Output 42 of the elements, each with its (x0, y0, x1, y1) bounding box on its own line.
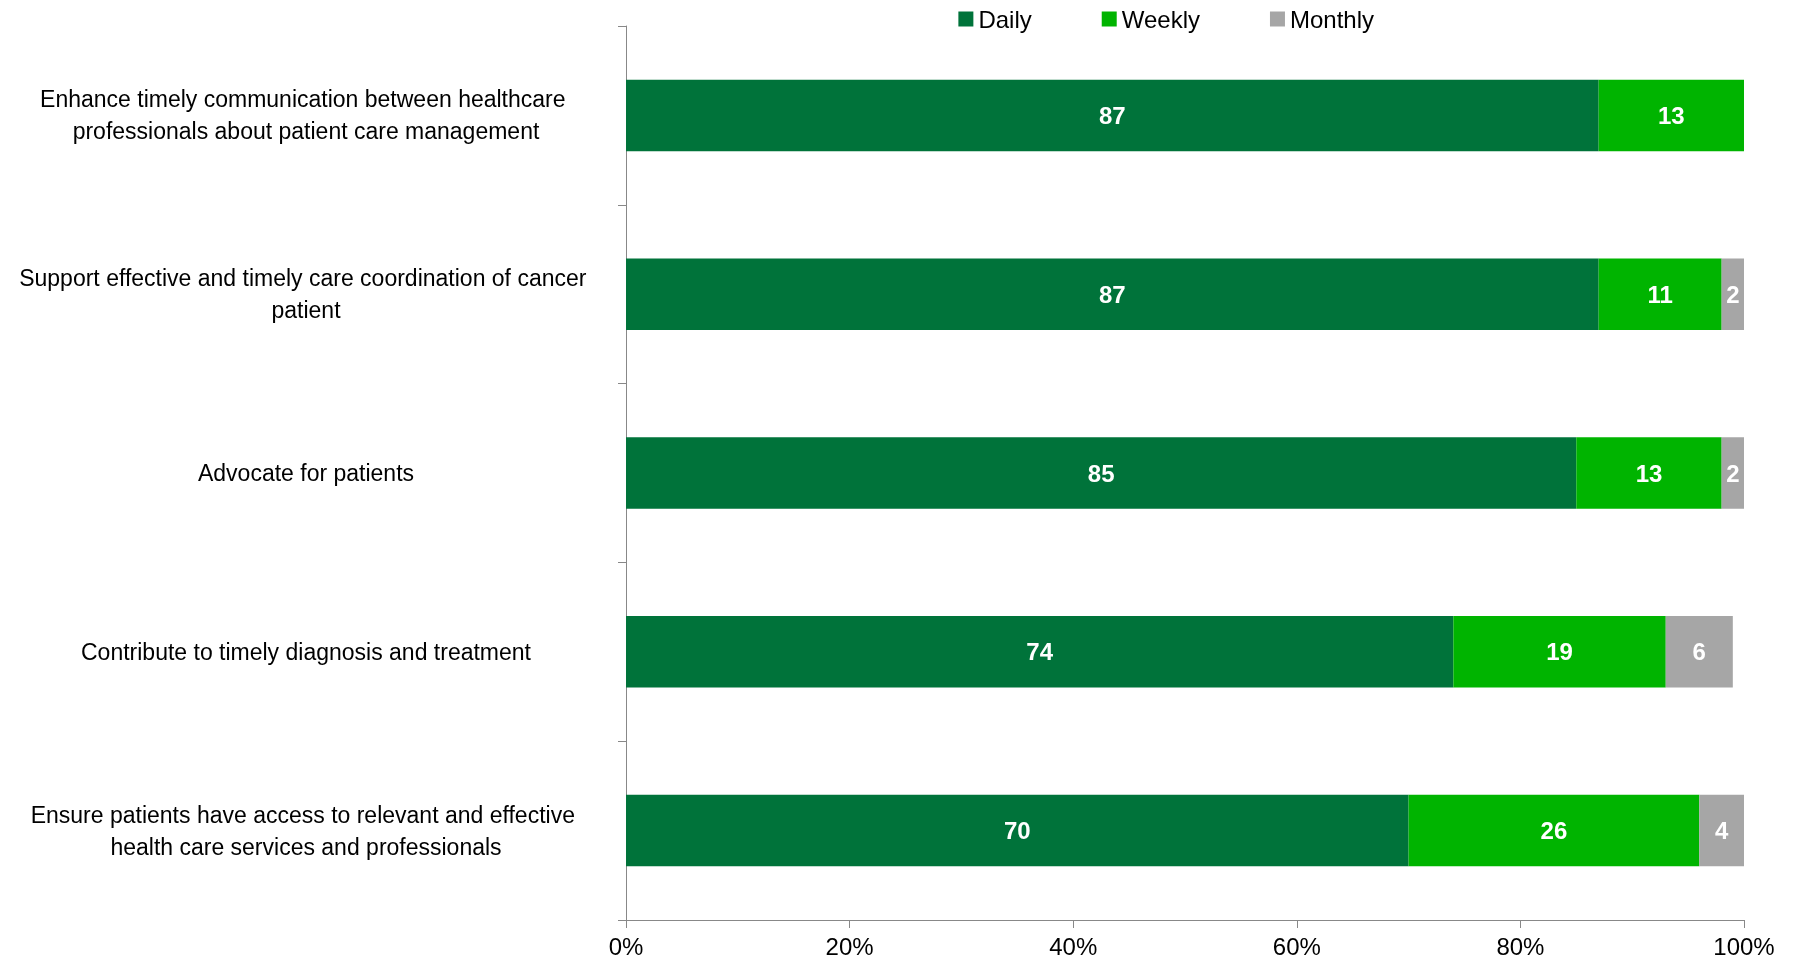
y-tick-label: Support effective and timely care coordination of cancer patient (19, 265, 593, 324)
data-label: 19 (1546, 638, 1573, 666)
data-label: 26 (1540, 817, 1568, 845)
y-tick-label: Advocate for patients (197, 460, 415, 486)
x-tick-label: 0% (608, 932, 644, 960)
bar (626, 616, 1454, 688)
bar (1598, 79, 1744, 152)
data-label: 74 (1026, 638, 1054, 666)
data-label: 13 (1657, 101, 1685, 129)
data-label: 2 (1726, 280, 1740, 308)
data-label: 70 (1003, 817, 1031, 845)
legend-label: Weekly (1121, 5, 1200, 33)
data-label: 4 (1714, 817, 1729, 845)
bar (1453, 616, 1666, 688)
data-label: 87 (1098, 280, 1126, 308)
legend-label: Daily (978, 5, 1032, 33)
x-tick-label: 60% (1272, 932, 1321, 960)
y-tick-label: Enhance timely communication between healthcare professionals about patient care management (40, 86, 572, 145)
bar (626, 794, 1409, 867)
bar (1665, 616, 1733, 688)
y-tick-label: Contribute to timely diagnosis and treatment (80, 638, 532, 665)
data-label: 6 (1692, 638, 1706, 666)
bar (626, 437, 1577, 509)
x-tick-label: 100% (1713, 932, 1775, 960)
x-tick-label: 80% (1496, 932, 1545, 960)
data-label: 85 (1087, 459, 1115, 487)
data-label: 11 (1647, 280, 1673, 308)
bar (1721, 258, 1744, 330)
data-label: 87 (1098, 101, 1126, 129)
bar (1408, 794, 1700, 867)
bar (1576, 437, 1722, 509)
data-label: 2 (1726, 459, 1740, 487)
data-label: 13 (1635, 459, 1663, 487)
bar (626, 79, 1599, 152)
bar (1721, 437, 1744, 509)
bar (626, 258, 1599, 330)
x-tick-label: 20% (825, 932, 874, 960)
bar (1699, 794, 1744, 867)
legend-label: Monthly (1289, 5, 1375, 33)
y-tick-label: Ensure patients have access to relevant and effective health care services and professionals (30, 801, 582, 860)
x-tick-label: 40% (1049, 932, 1098, 960)
bar (1598, 258, 1722, 330)
